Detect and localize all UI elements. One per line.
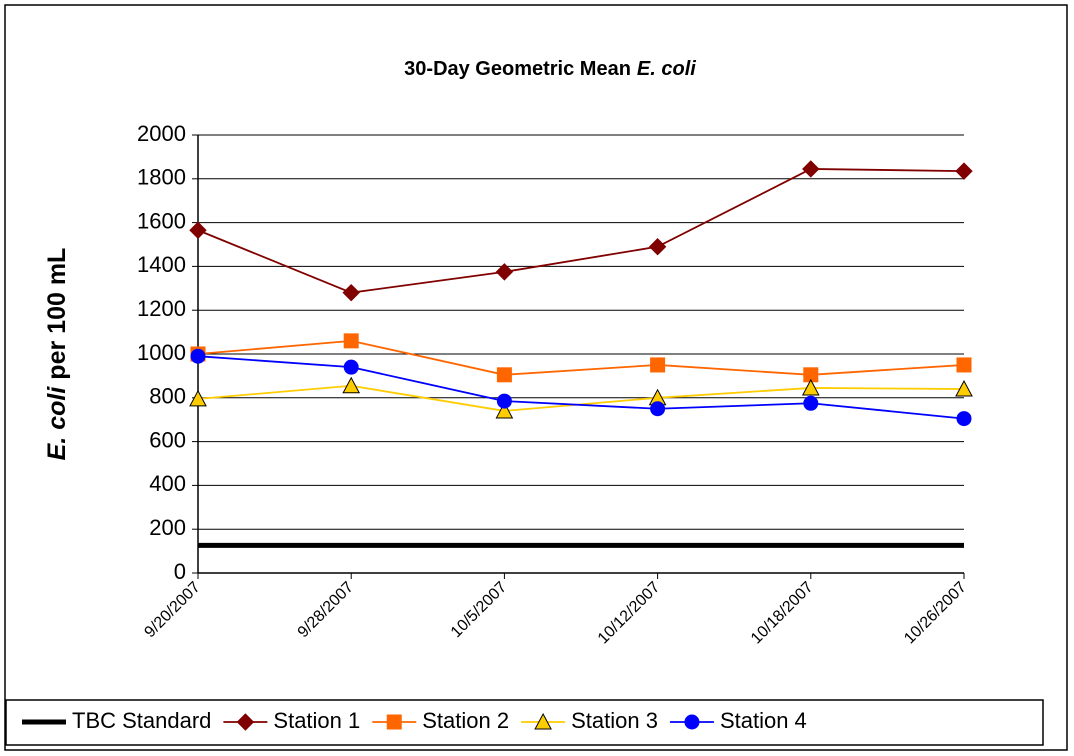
data-point [189, 221, 207, 239]
data-point [342, 376, 361, 394]
chart-frame [4, 4, 1068, 751]
legend-label: Station 2 [422, 708, 509, 733]
data-point [803, 395, 819, 411]
data-point [956, 411, 972, 427]
data-point [955, 379, 973, 397]
data-point [495, 263, 514, 281]
series-line [197, 339, 965, 376]
y-tick-label: 1200 [137, 296, 186, 321]
legend-item: Station 3 [521, 708, 658, 733]
y-tick-label: 400 [149, 471, 186, 496]
legend-item: Station 1 [223, 708, 360, 733]
data-point [343, 359, 359, 375]
data-point [189, 389, 207, 407]
y-tick-label: 1800 [137, 165, 186, 190]
legend-label: Station 3 [571, 708, 658, 733]
data-point [955, 162, 973, 180]
data-point [342, 283, 360, 302]
data-point [802, 160, 820, 178]
y-tick-label: 200 [149, 515, 186, 540]
y-tick-label: 1000 [137, 340, 186, 365]
legend-marker [386, 714, 402, 730]
chart-title: 30-Day Geometric Mean E. coli [404, 58, 696, 80]
y-tick-label: 800 [149, 384, 186, 409]
data-point [956, 357, 972, 373]
title-italic: E. coli [637, 58, 696, 80]
y-label-italic: E. coli [43, 386, 71, 461]
y-tick-label: 1600 [137, 208, 186, 233]
data-point [650, 401, 666, 417]
data-point [190, 348, 206, 364]
legend-marker [684, 714, 700, 730]
data-point [495, 401, 514, 419]
legend-marker [236, 713, 255, 731]
data-point [648, 237, 667, 256]
title-text: 30-Day Geometric Mean [404, 58, 631, 80]
data-point [801, 378, 820, 396]
legend-item: Station 2 [372, 708, 509, 733]
data-point [650, 357, 666, 373]
data-point [496, 393, 512, 409]
y-tick-label: 600 [149, 427, 186, 452]
y-tick-label: 0 [174, 559, 186, 584]
legend-marker [534, 712, 552, 730]
y-label-text: per 100 mL [43, 248, 71, 380]
y-tick-label: 2000 [137, 121, 186, 146]
legend-item: TBC Standard [22, 708, 211, 733]
data-point [343, 333, 359, 349]
legend-item: Station 4 [669, 708, 807, 733]
legend-label: TBC Standard [72, 708, 211, 733]
series-line [197, 168, 965, 294]
legend-label: Station 1 [273, 708, 360, 733]
series-line [197, 355, 965, 420]
y-tick-label: 1400 [137, 252, 186, 277]
legend-label: Station 4 [720, 708, 807, 733]
data-point [496, 367, 512, 383]
y-axis-label: E. coli per 100 mL [43, 248, 71, 461]
